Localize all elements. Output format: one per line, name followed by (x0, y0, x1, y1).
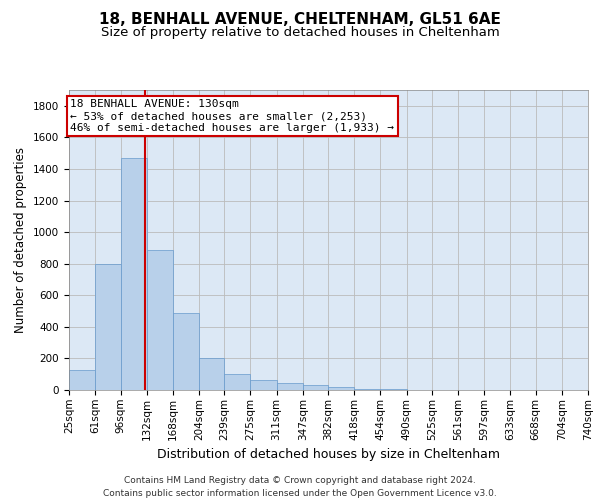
Text: 18, BENHALL AVENUE, CHELTENHAM, GL51 6AE: 18, BENHALL AVENUE, CHELTENHAM, GL51 6AE (99, 12, 501, 28)
Bar (380, 389, 407, 390)
Text: Contains HM Land Registry data © Crown copyright and database right 2024.
Contai: Contains HM Land Registry data © Crown c… (103, 476, 497, 498)
Bar (173, 312, 199, 390)
Bar (146, 250, 173, 390)
Bar (277, 384, 303, 390)
Bar (224, 374, 250, 390)
Bar (199, 358, 224, 390)
Y-axis label: Number of detached properties: Number of detached properties (14, 147, 28, 333)
Bar (354, 389, 380, 390)
Bar (121, 158, 146, 390)
Bar (328, 386, 354, 390)
Text: 18 BENHALL AVENUE: 130sqm
← 53% of detached houses are smaller (2,253)
46% of se: 18 BENHALL AVENUE: 130sqm ← 53% of detac… (70, 100, 394, 132)
Bar (303, 385, 328, 390)
Text: Size of property relative to detached houses in Cheltenham: Size of property relative to detached ho… (101, 26, 499, 39)
Bar (69, 370, 95, 390)
Bar (250, 380, 277, 390)
Bar (95, 264, 121, 390)
X-axis label: Distribution of detached houses by size in Cheltenham: Distribution of detached houses by size … (157, 448, 500, 461)
